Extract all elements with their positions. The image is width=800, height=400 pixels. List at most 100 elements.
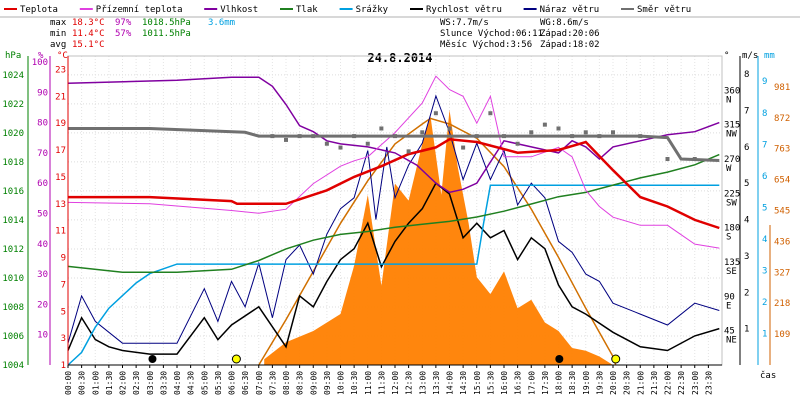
wind-direction-point-8 <box>379 126 384 131</box>
stats-block: max 18.3°C 97% 1018.5hPa 3.6mm min 11.4°… <box>50 18 235 50</box>
legend-label-0: Teplota <box>20 5 58 15</box>
info-sun-rise: Slunce Východ:06:11 <box>440 29 543 39</box>
x-tick-5: 02:30 <box>132 371 141 395</box>
wind-direction-point-13 <box>447 126 452 131</box>
info-moon-rise: Měsíc Východ:3:56 <box>440 40 532 50</box>
stat-max-temp: 18.3°C <box>72 18 105 28</box>
x-tick-4: 02:00 <box>119 371 128 395</box>
direction-tick-7: 45 <box>724 327 735 337</box>
direction-tick-label-1: NW <box>726 130 737 140</box>
rain-tick-2: 7 <box>762 140 767 150</box>
sun-marker-1 <box>611 354 621 364</box>
temperature-line <box>68 138 720 230</box>
wind-direction-point-0 <box>270 134 275 139</box>
x-tick-15: 07:30 <box>268 371 277 395</box>
wind-direction-point-14 <box>461 145 466 150</box>
x-tick-43: 21:30 <box>650 371 659 395</box>
rain-line <box>67 184 720 366</box>
wind-direction-point-19 <box>529 130 534 135</box>
x-tick-12: 06:00 <box>228 371 237 395</box>
pressure-tick-10: 1004 <box>2 361 24 371</box>
stat-max-press: 1018.5hPa <box>142 18 191 28</box>
humidity-tick-0: 100 <box>32 58 48 68</box>
wind-direction-point-4 <box>324 141 329 146</box>
x-tick-21: 10:30 <box>350 371 359 395</box>
info-moon-set: Západ:18:02 <box>540 40 600 50</box>
temperature-tick-3: 17 <box>55 146 66 156</box>
unit-hpa: hPa <box>5 51 21 61</box>
info-sun-set: Západ:20:06 <box>540 29 600 39</box>
wind-direction-point-10 <box>406 149 411 154</box>
x-tick-41: 20:30 <box>623 371 632 395</box>
x-tick-28: 14:00 <box>446 371 455 395</box>
pressure-tick-1: 1022 <box>2 100 24 110</box>
wind-direction-point-20 <box>542 122 547 127</box>
legend-label-6: Náraz větru <box>540 5 600 15</box>
x-tick-31: 15:30 <box>486 371 495 395</box>
x-tick-39: 19:30 <box>595 371 604 395</box>
x-tick-3: 01:30 <box>105 371 114 395</box>
x-tick-11: 05:30 <box>214 371 223 395</box>
pressure-tick-6: 1012 <box>2 245 24 255</box>
solar-theoretical-line <box>258 117 617 366</box>
x-tick-17: 08:30 <box>296 371 305 395</box>
rain-tick-7: 2 <box>762 298 767 308</box>
pressure-tick-8: 1008 <box>2 303 24 313</box>
direction-tick-5: 135 <box>724 258 740 268</box>
solar-area <box>264 109 613 366</box>
wind-direction-point-3 <box>311 134 316 139</box>
x-tick-24: 12:00 <box>391 371 400 395</box>
direction-tick-2: 270 <box>724 155 740 165</box>
temperature-tick-8: 7 <box>61 280 66 290</box>
x-tick-22: 11:00 <box>364 371 373 395</box>
wind-tick-3: 5 <box>744 179 749 189</box>
wind-tick-5: 3 <box>744 252 749 262</box>
solar-tick-0: 981 <box>774 83 790 93</box>
x-tick-13: 06:30 <box>241 371 250 395</box>
wind-direction-point-18 <box>515 141 520 146</box>
x-tick-44: 22:00 <box>664 371 673 395</box>
solar-tick-6: 327 <box>774 268 790 278</box>
temperature-tick-0: 23 <box>55 65 66 75</box>
x-axis-label: čas <box>760 370 776 381</box>
temperature-tick-5: 13 <box>55 200 66 210</box>
wind-tick-1: 7 <box>744 107 749 117</box>
stat-min-temp: 11.4°C <box>72 29 105 39</box>
x-tick-34: 17:00 <box>527 371 536 395</box>
wind-direction-point-28 <box>692 157 697 161</box>
stat-max-label: max <box>50 18 67 28</box>
direction-tick-0: 360 <box>724 86 740 96</box>
wind-tick-0: 8 <box>744 70 749 80</box>
unit-ms: m/s <box>742 51 758 61</box>
legend-label-2: Vlhkost <box>220 5 258 15</box>
x-tick-10: 05:00 <box>200 371 209 395</box>
pressure-tick-5: 1014 <box>2 216 24 226</box>
direction-tick-label-4: S <box>726 233 731 243</box>
x-tick-1: 00:30 <box>78 371 87 395</box>
stat-avg-label: avg <box>50 40 66 50</box>
pressure-tick-0: 1024 <box>2 71 24 81</box>
x-tick-20: 10:00 <box>337 371 346 395</box>
temperature-tick-2: 19 <box>55 119 66 129</box>
moon-marker-0 <box>148 355 157 363</box>
x-tick-42: 21:00 <box>636 371 645 395</box>
humidity-tick-5: 50 <box>37 210 48 220</box>
x-tick-9: 04:30 <box>187 371 196 395</box>
wind-direction-point-7 <box>365 141 370 146</box>
temperature-tick-10: 3 <box>61 334 66 344</box>
x-tick-2: 01:00 <box>91 371 100 395</box>
humidity-tick-3: 70 <box>37 149 48 159</box>
wind-gust-line <box>67 94 720 344</box>
chart-title: 24.8.2014 <box>367 51 432 65</box>
legend-label-7: Směr větru <box>637 5 691 15</box>
x-tick-32: 16:00 <box>500 371 509 395</box>
humidity-tick-8: 20 <box>37 300 48 310</box>
wind-direction-point-23 <box>583 130 588 135</box>
pressure-tick-3: 1018 <box>2 158 24 168</box>
rain-tick-8: 1 <box>762 329 767 339</box>
x-tick-6: 03:00 <box>146 371 155 395</box>
stat-min-hum: 57% <box>115 29 132 39</box>
direction-tick-3: 225 <box>724 189 740 199</box>
wind-direction-point-26 <box>638 134 643 139</box>
